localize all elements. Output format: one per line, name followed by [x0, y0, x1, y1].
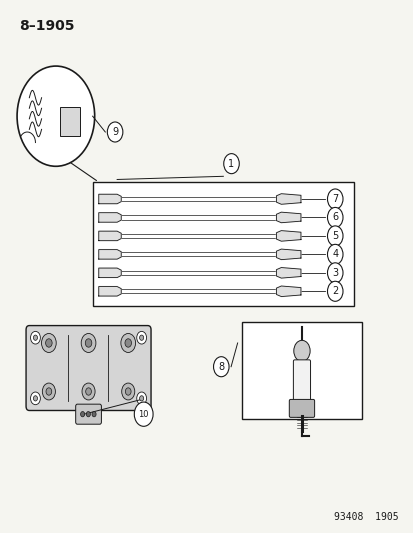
Circle shape [81, 334, 96, 352]
Text: 3: 3 [331, 268, 337, 278]
Bar [93, 182, 353, 306]
Polygon shape [276, 249, 300, 260]
Text: 8–1905: 8–1905 [19, 19, 74, 33]
Text: 7: 7 [331, 194, 337, 204]
Circle shape [125, 339, 131, 347]
Circle shape [134, 402, 153, 426]
Circle shape [31, 332, 40, 344]
FancyBboxPatch shape [76, 404, 101, 424]
Text: 93408  1905: 93408 1905 [334, 512, 398, 522]
FancyBboxPatch shape [289, 399, 314, 417]
Circle shape [139, 395, 143, 401]
FancyBboxPatch shape [293, 360, 310, 402]
Circle shape [31, 392, 40, 405]
FancyBboxPatch shape [26, 326, 151, 410]
Circle shape [85, 388, 91, 395]
Polygon shape [99, 194, 121, 204]
Polygon shape [276, 268, 300, 278]
Circle shape [136, 332, 146, 344]
Circle shape [327, 281, 342, 301]
Circle shape [107, 122, 123, 142]
Text: 10: 10 [138, 410, 149, 419]
Text: 6: 6 [331, 213, 337, 222]
Circle shape [139, 335, 143, 341]
Circle shape [121, 383, 135, 400]
Text: 1: 1 [228, 159, 234, 168]
Circle shape [41, 334, 56, 352]
Circle shape [45, 339, 52, 347]
Polygon shape [99, 249, 121, 259]
Circle shape [223, 154, 239, 174]
Polygon shape [276, 212, 300, 223]
Circle shape [46, 388, 52, 395]
Circle shape [42, 383, 55, 400]
Polygon shape [276, 231, 300, 241]
Circle shape [121, 334, 135, 352]
Circle shape [81, 411, 85, 417]
Circle shape [327, 189, 342, 209]
Circle shape [17, 66, 95, 166]
Circle shape [293, 341, 309, 361]
Bar [241, 322, 361, 419]
Circle shape [213, 357, 228, 377]
Circle shape [327, 207, 342, 228]
Polygon shape [276, 286, 300, 296]
Text: 8: 8 [218, 362, 224, 372]
Text: 4: 4 [331, 249, 337, 260]
Circle shape [125, 388, 131, 395]
Polygon shape [99, 287, 121, 296]
Bar [60, 107, 79, 136]
Polygon shape [99, 213, 121, 222]
Circle shape [85, 339, 92, 347]
Polygon shape [276, 193, 300, 204]
Circle shape [327, 244, 342, 264]
Circle shape [86, 411, 90, 417]
Circle shape [33, 335, 38, 341]
Text: 9: 9 [112, 127, 118, 137]
Text: 2: 2 [331, 286, 337, 296]
Text: 5: 5 [331, 231, 337, 241]
Circle shape [92, 411, 96, 417]
Circle shape [136, 392, 146, 405]
Polygon shape [99, 231, 121, 241]
Circle shape [82, 383, 95, 400]
Circle shape [33, 395, 38, 401]
Circle shape [327, 226, 342, 246]
Polygon shape [99, 268, 121, 278]
Circle shape [327, 263, 342, 283]
